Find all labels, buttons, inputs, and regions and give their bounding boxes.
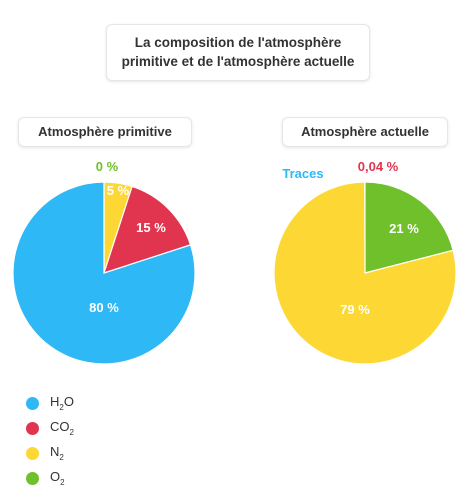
chart-title-box: La composition de l'atmosphère primitive… bbox=[106, 24, 370, 81]
slice-label-1-h2o: Traces bbox=[282, 166, 323, 181]
slice-label-1-n2: 79 % bbox=[340, 302, 370, 317]
slice-label-0-co2: 15 % bbox=[136, 220, 166, 235]
legend-label: N2 bbox=[50, 444, 64, 462]
chart-title-line2: primitive et de l'atmosphère actuelle bbox=[121, 54, 355, 69]
legend-label: CO2 bbox=[50, 419, 74, 437]
legend-label: O2 bbox=[50, 469, 65, 487]
slice-label-0-h2o: 80 % bbox=[89, 300, 119, 315]
chart-title-line1: La composition de l'atmosphère bbox=[134, 35, 342, 50]
slice-label-0-n2: 5 % bbox=[107, 183, 130, 198]
slice-label-1-o2: 21 % bbox=[389, 221, 419, 236]
slice-label-0-o2: 0 % bbox=[96, 159, 119, 174]
o2-dot-icon bbox=[26, 472, 39, 485]
n2-dot-icon bbox=[26, 447, 39, 460]
pie-title-actuelle: Atmosphère actuelle bbox=[282, 117, 448, 147]
pie-slice-0-h2o bbox=[12, 181, 196, 365]
legend-label: H2O bbox=[50, 394, 74, 412]
co2-dot-icon bbox=[26, 422, 39, 435]
slice-label-1-co2: 0,04 % bbox=[358, 159, 399, 174]
h2o-dot-icon bbox=[26, 397, 39, 410]
pie-slice-1-o2 bbox=[364, 181, 454, 274]
pie-title-primitive: Atmosphère primitive bbox=[18, 117, 192, 147]
